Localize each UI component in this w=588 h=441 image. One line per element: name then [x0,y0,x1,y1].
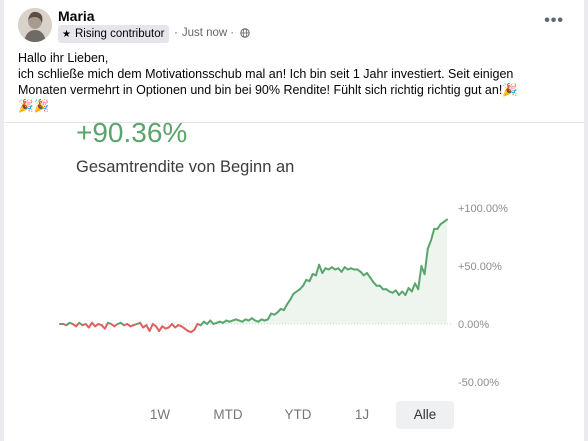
globe-icon [240,28,250,38]
series-line-segment [148,323,154,332]
tab-mtd[interactable]: MTD [213,407,243,422]
series-line-segment [410,282,416,293]
tab-ytd[interactable]: YTD [284,407,312,422]
series-line-segment [442,218,448,223]
y-tick-label: +100.00% [458,203,508,215]
series-line-segment [417,265,423,291]
series-line-segment [430,227,436,242]
post-text-line: Hallo ihr Lieben, [18,51,109,65]
tab-1j[interactable]: 1J [354,407,370,422]
avatar-image [18,8,52,42]
time-range-tabs: 1W MTD YTD 1J Alle [4,401,584,431]
performance-chart: +100.00% +50.00% 0.00% -50.00% [59,203,508,389]
post-meta: · Just now · [174,27,250,39]
avatar[interactable] [18,8,52,42]
series-line-segment [289,292,295,301]
y-tick-label: 0.00% [458,319,489,331]
contributor-badge: ★ Rising contributor [58,25,170,43]
series-line-segment [302,278,308,287]
series-line-segment [318,263,324,274]
post-text-line: ich schließe mich dem Motivationsschub m… [18,67,514,81]
y-tick-label: -50.00% [458,377,499,389]
more-options-icon[interactable]: ••• [544,12,564,29]
y-tick-label: +50.00% [458,261,502,273]
post-text: Hallo ihr Lieben, ich schließe mich dem … [18,50,578,114]
post-text-line: Monaten vermehrt in Optionen und bin bei… [18,83,518,97]
meta-separator: · [174,27,178,39]
series-line-segment [423,247,429,276]
post-header: Maria ★ Rising contributor · Just now · … [4,0,584,46]
series-line-segment [404,287,410,296]
chart-image: +90.36% Gesamtrendite von Beginn an +100… [4,117,584,441]
tab-alle[interactable]: Alle [396,401,454,429]
chart-subtitle: Gesamtrendite von Beginn an [76,158,295,176]
tab-1w[interactable]: 1W [149,407,171,422]
series-line-segment [193,323,199,331]
series-line-segment [282,303,289,312]
series-line-segment [103,321,109,330]
post-time[interactable]: Just now [181,27,228,39]
divider [4,122,584,123]
chart-area-fill [60,219,447,324]
badge-label: Rising contributor [74,28,165,40]
meta-dot: · [230,27,235,39]
series-line-segment [426,239,432,250]
total-return-value: +90.36% [76,117,188,148]
star-icon: ★ [62,28,71,40]
post-text-line: 🎉🎉 [18,99,50,113]
author-name[interactable]: Maria [58,8,95,24]
post-card: Maria ★ Rising contributor · Just now · … [4,0,584,441]
series-line-segment [314,263,321,277]
series-line-segment [308,273,314,283]
series-line-segment [266,312,273,321]
